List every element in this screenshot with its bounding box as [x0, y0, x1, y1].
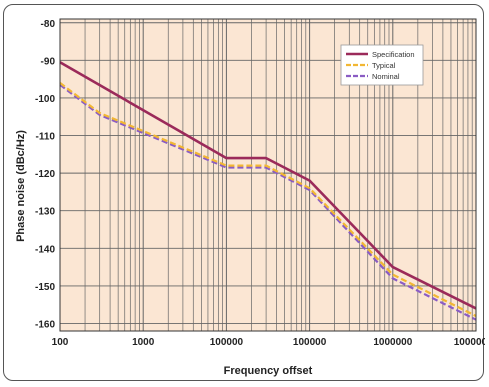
grid	[59, 19, 476, 331]
y-tick-label: -90	[41, 56, 56, 67]
plot-border	[59, 18, 477, 332]
y-axis-label: Phase noise (dBc/Hz)	[15, 130, 27, 242]
x-tick-labels: 100 1000 100000 100000 1000000 10000000	[52, 337, 489, 348]
legend-label-typical: Typical	[372, 61, 396, 70]
y-tick-label: -100	[35, 94, 55, 105]
y-tick-label: -110	[36, 132, 56, 143]
legend-label-nominal: Nominal	[372, 72, 400, 81]
chart-frame: -80 -90 -100 -110 -120 -130 -140 -150 -160 100 10…	[3, 4, 489, 381]
x-tick-label: 100000	[293, 337, 327, 348]
y-tick-label: -150	[35, 282, 55, 293]
y-tick-labels: -80 -90 -100 -110 -120 -130 -140 -150 -160	[35, 19, 55, 331]
legend-label-specification: Specification	[372, 50, 415, 59]
x-tick-label: 100000	[210, 337, 244, 348]
legend: Specification Typical Nominal	[340, 44, 424, 86]
series-line-specification	[59, 61, 477, 310]
series-line-typical	[59, 82, 477, 317]
series-line-nominal	[59, 83, 477, 321]
series-lines	[59, 61, 477, 321]
y-tick-label: -80	[41, 19, 56, 30]
x-tick-label: 100	[52, 337, 69, 348]
y-tick-label: -140	[35, 244, 55, 255]
x-tick-label: 1000000	[373, 337, 412, 348]
x-axis-label: Frequency offset	[224, 365, 313, 377]
x-tick-label: 1000	[132, 337, 155, 348]
y-tick-label: -160	[35, 319, 55, 330]
phase-noise-chart: -80-90-100-110-120-130-140-150-160 100 10…	[15, 18, 489, 377]
y-tick-label: -130	[35, 207, 55, 218]
x-tick-label: 10000000	[454, 337, 485, 348]
y-tick-label: -120	[35, 169, 55, 180]
